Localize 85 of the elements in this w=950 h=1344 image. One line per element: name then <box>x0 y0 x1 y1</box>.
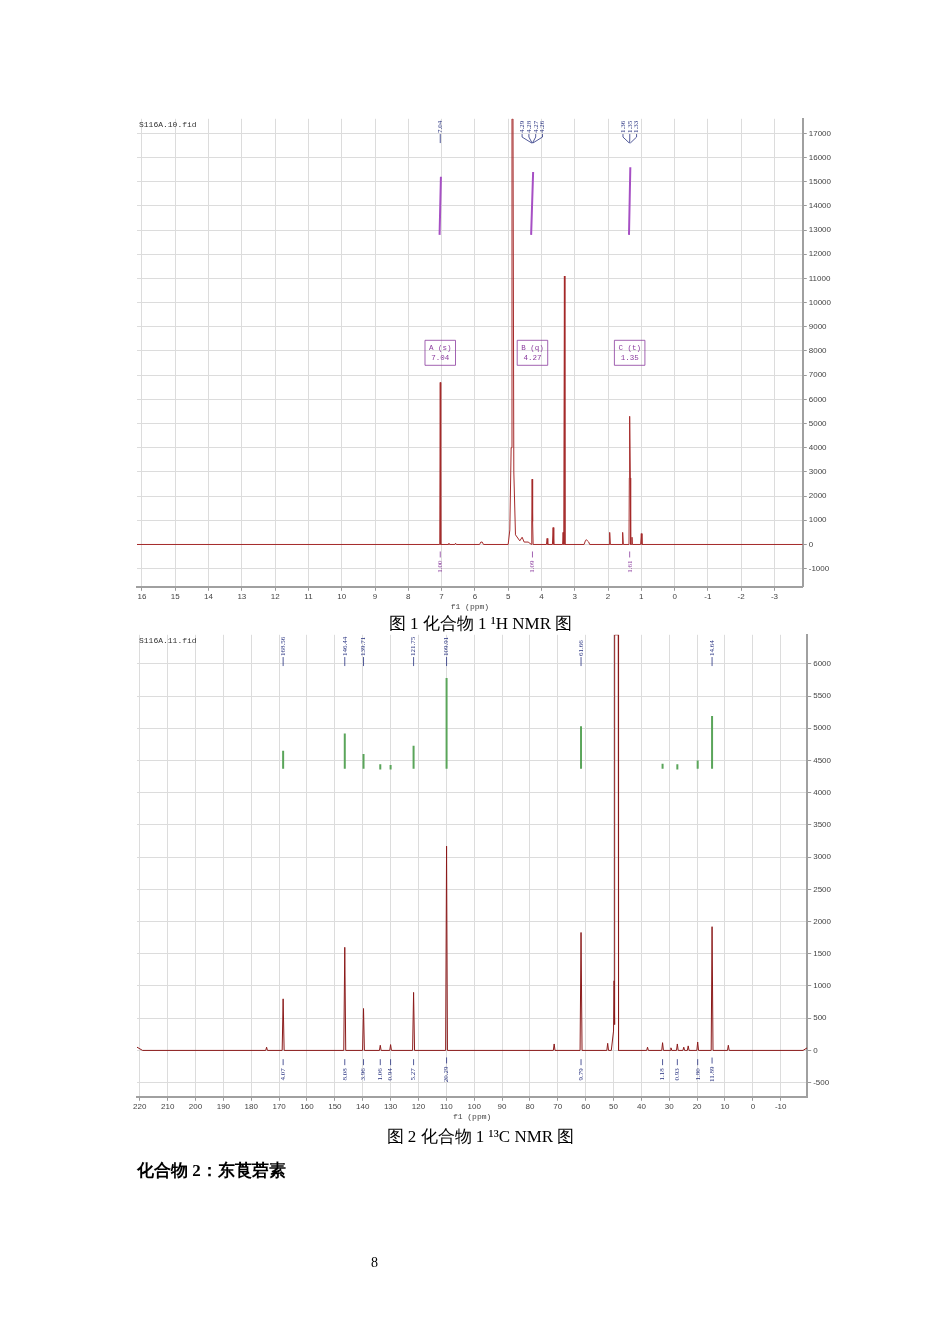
x-tick-label: 60 <box>581 1101 591 1111</box>
y-tick-label: 14000 <box>808 201 832 211</box>
x-tick-label: 20 <box>692 1101 703 1111</box>
x-tick-label: 50 <box>609 1101 619 1111</box>
x-tick-label: 16 <box>137 591 147 601</box>
x-tick-label: 130 <box>383 1101 398 1111</box>
x-tick-label: 110 <box>439 1101 454 1111</box>
y-tick-label: 6000 <box>808 394 828 404</box>
y-tick-label: 2500 <box>813 884 832 894</box>
x-tick-label: 120 <box>411 1101 426 1111</box>
y-tick-label: 2000 <box>813 916 832 926</box>
y-tick-label: 15000 <box>808 176 832 186</box>
y-tick-label: 0 <box>813 1045 819 1055</box>
x-tick-label: 3 <box>572 591 578 601</box>
x-tick-label: 100 <box>467 1101 482 1111</box>
x-tick-label: 190 <box>216 1101 231 1111</box>
x-axis-title: f1 (ppm) <box>452 1112 492 1122</box>
x-tick-label: 140 <box>356 1101 370 1111</box>
text: 图 2 化合物 1 ¹³C NMR 图 <box>385 1127 576 1147</box>
chart-subtitle: S116A.10.fid <box>139 119 197 129</box>
x-tick-label: 80 <box>525 1101 535 1111</box>
x-tick-label: 4 <box>539 591 545 601</box>
y-tick-label: 4500 <box>813 755 832 765</box>
y-tick-label: 1000 <box>813 981 832 991</box>
x-tick-label: -10 <box>774 1101 788 1111</box>
y-tick-label: 0 <box>808 539 814 549</box>
y-tick-label: 10000 <box>808 297 832 307</box>
y-tick-label: 16000 <box>808 152 832 162</box>
x-tick-label: 220 <box>133 1101 148 1111</box>
y-tick-label: 5500 <box>813 691 832 701</box>
y-tick-label: 9000 <box>808 322 828 331</box>
y-tick-label: 500 <box>813 1013 828 1023</box>
x-tick-label: 11 <box>304 591 314 601</box>
y-tick-label: 11000 <box>808 273 831 283</box>
y-tick-label: -500 <box>813 1077 830 1087</box>
text: 图 1 化合物 1 ¹H NMR 图 <box>387 614 574 634</box>
x-tick-label: 150 <box>328 1101 343 1111</box>
x-tick-label: 2 <box>605 591 611 601</box>
y-tick-label: -1000 <box>808 563 830 573</box>
y-tick-label: 7000 <box>808 370 828 380</box>
y-tick-label: 4000 <box>813 787 832 797</box>
x-tick-label: 0 <box>672 591 678 601</box>
x-tick-label: 30 <box>664 1101 675 1111</box>
x-tick-label: 180 <box>244 1101 259 1111</box>
y-tick-label: 2000 <box>808 491 828 501</box>
x-tick-label: 13 <box>237 591 247 601</box>
y-tick-label: 5000 <box>813 723 832 733</box>
x-tick-label: 8 <box>406 591 412 601</box>
x-tick-label: 200 <box>188 1101 203 1111</box>
text: 化合物 2：东莨菪素 <box>137 1160 286 1182</box>
x-tick-label: 9 <box>372 591 378 601</box>
y-tick-label: 8000 <box>808 346 828 356</box>
x-tick-label: -2 <box>737 591 746 601</box>
x-tick-label: 160 <box>300 1101 315 1111</box>
x-tick-label: -1 <box>704 591 712 601</box>
x-axis-title: f1 (ppm) <box>450 602 490 612</box>
x-tick-label: 1 <box>639 591 645 601</box>
x-tick-label: 40 <box>636 1101 647 1111</box>
x-tick-label: -3 <box>770 591 779 601</box>
y-tick-label: 12000 <box>808 249 832 259</box>
x-tick-label: 6 <box>472 591 478 601</box>
x-tick-label: 170 <box>272 1101 287 1111</box>
chart-subtitle: S116A.11.fid <box>139 635 197 645</box>
y-tick-label: 3000 <box>808 467 828 477</box>
x-tick-label: 10 <box>337 591 347 601</box>
y-tick-label: 5000 <box>808 418 828 428</box>
y-tick-label: 3500 <box>813 820 832 830</box>
x-tick-label: 14 <box>204 591 214 601</box>
text: 8 <box>371 1255 378 1271</box>
x-tick-label: 10 <box>720 1101 730 1111</box>
x-tick-label: 210 <box>160 1101 175 1111</box>
y-tick-label: 17000 <box>808 128 832 138</box>
x-tick-label: 70 <box>553 1101 563 1111</box>
y-tick-label: 6000 <box>813 659 832 668</box>
x-tick-label: 5 <box>505 591 511 601</box>
x-tick-label: 12 <box>270 591 281 601</box>
y-tick-label: 4000 <box>808 442 828 452</box>
y-tick-label: 1000 <box>808 515 828 525</box>
x-tick-label: 90 <box>497 1101 508 1111</box>
y-tick-label: 1500 <box>813 948 832 958</box>
y-tick-label: 13000 <box>808 225 832 235</box>
y-tick-label: 3000 <box>813 852 832 862</box>
x-tick-label: 7 <box>439 591 445 601</box>
x-tick-label: 0 <box>750 1101 756 1111</box>
x-tick-label: 15 <box>170 591 181 601</box>
